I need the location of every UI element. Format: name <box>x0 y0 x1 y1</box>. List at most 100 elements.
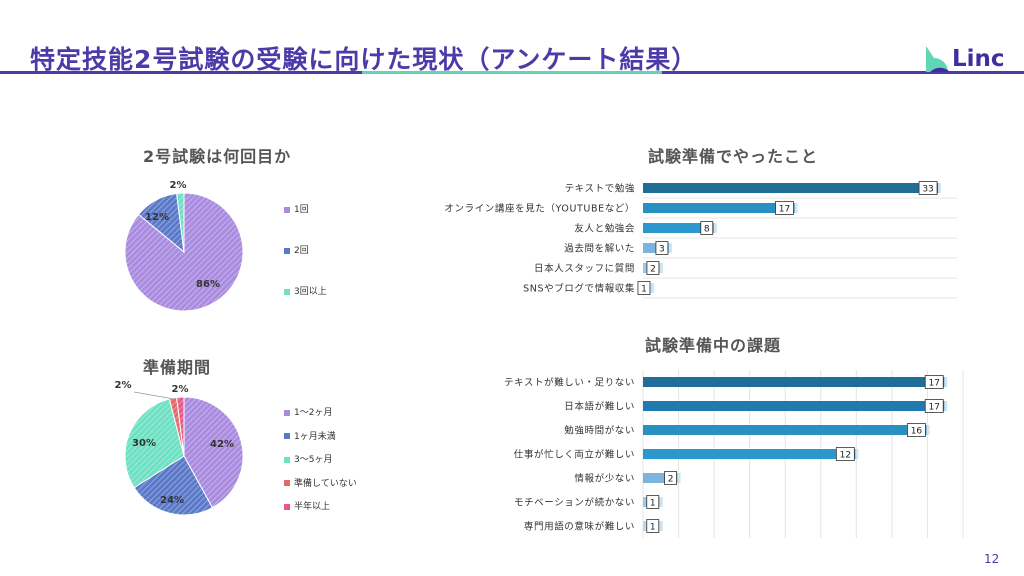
category-label: テキストが難しい・足りない <box>504 377 635 389</box>
category-label: 友人と勉強会 <box>574 223 635 235</box>
bar <box>643 223 715 233</box>
pie-slice <box>168 396 185 457</box>
pie-slice-hatch <box>176 193 184 252</box>
data-label-box <box>655 241 669 255</box>
data-label: 1 <box>641 285 647 295</box>
category-label: オンライン講座を見た（YOUTUBEなど） <box>444 203 635 215</box>
data-label-box <box>907 423 926 437</box>
bar-end-cap <box>794 203 798 213</box>
pie-slice <box>176 192 185 253</box>
data-label-box <box>646 495 660 509</box>
bar-end-cap <box>659 263 663 273</box>
data-label-box <box>700 221 714 235</box>
legend-swatch <box>284 409 290 416</box>
bar-end-cap <box>713 223 717 233</box>
data-label: 12 <box>840 451 851 461</box>
legend-label: 3回以上 <box>294 287 327 297</box>
pie-slice <box>176 396 185 457</box>
page-title: 特定技能2号試験の受験に向けた現状（アンケート結果） <box>30 45 698 74</box>
pie-data-label: 2% <box>115 380 132 391</box>
bar <box>643 521 661 531</box>
pie-slice <box>124 398 185 489</box>
bar <box>643 243 670 253</box>
category-label: SNSやブログで情報収集 <box>523 283 635 295</box>
pie-slice-hatch <box>138 193 184 252</box>
pie-data-label: 12% <box>145 212 169 223</box>
legend-swatch <box>284 480 290 486</box>
legend-label: 半年以上 <box>294 502 331 512</box>
legend-item: 1ヶ月未満 <box>284 429 336 442</box>
legend-item: 準備していない <box>284 476 357 489</box>
category-label: テキストで勉強 <box>565 183 635 195</box>
pie-leader-line <box>133 391 175 400</box>
bar <box>643 263 661 273</box>
pie-data-label: 24% <box>160 495 184 506</box>
data-label: 17 <box>928 379 939 389</box>
bar2-title: 試験準備中の課題 <box>645 336 782 355</box>
data-label-box <box>646 261 660 275</box>
bar-end-cap <box>677 473 681 483</box>
legend-swatch <box>284 503 290 510</box>
category-label: 日本人スタッフに質問 <box>534 263 635 275</box>
legend-item: 2回 <box>284 243 309 256</box>
legend-item: 1回 <box>284 202 309 215</box>
pie-slice <box>183 396 244 509</box>
legend-swatch <box>284 433 290 439</box>
pie-data-label: 2% <box>170 180 187 191</box>
pie2-title: 準備期間 <box>143 358 212 377</box>
legend-label: 3～5ヶ月 <box>294 455 333 465</box>
pie-data-label: 86% <box>196 279 220 290</box>
data-label-box <box>924 375 944 389</box>
pie-data-label: 2% <box>172 384 189 395</box>
legend-label: 1ヶ月未満 <box>294 431 336 442</box>
bar-end-cap <box>659 521 663 531</box>
legend-item: 3～5ヶ月 <box>284 452 332 465</box>
data-label-box <box>835 447 855 461</box>
page-number: 12 <box>984 552 1000 566</box>
data-label: 16 <box>911 427 923 437</box>
data-label: 1 <box>650 523 656 533</box>
category-label: 勉強時間がない <box>564 425 635 437</box>
pie-slice-hatch <box>176 397 184 456</box>
data-label-box <box>924 399 944 413</box>
data-label-box <box>646 519 660 533</box>
pie-slice-hatch <box>184 397 243 508</box>
data-label: 17 <box>928 403 939 413</box>
data-label-box <box>637 281 651 295</box>
pie-slice-hatch <box>125 192 243 311</box>
legend-swatch <box>284 288 290 295</box>
data-label-box <box>918 181 938 195</box>
category-label: 過去問を解いた <box>564 243 635 255</box>
bar <box>643 497 661 507</box>
bar-end-cap <box>938 183 942 193</box>
pie-slice <box>133 455 214 516</box>
category-label: モチベーションが続かない <box>514 497 635 509</box>
data-label: 8 <box>704 225 710 235</box>
bar <box>643 283 652 293</box>
legend-swatch <box>284 247 290 254</box>
bar1-title: 試験準備でやったこと <box>648 147 819 166</box>
bar-end-cap <box>659 497 663 507</box>
data-label: 33 <box>922 185 933 195</box>
linc-logo-icon <box>926 46 950 72</box>
legend-item: 1～2ヶ月 <box>284 405 332 418</box>
data-label: 2 <box>668 475 674 485</box>
bar <box>643 425 928 435</box>
bar <box>643 473 679 483</box>
bar <box>643 401 946 411</box>
category-label: 情報が少ない <box>574 473 635 485</box>
pie-slice <box>124 192 244 312</box>
legend-swatch <box>284 456 290 463</box>
data-label-box <box>775 201 794 215</box>
legend-label: 1回 <box>294 205 309 215</box>
category-label: 日本語が難しい <box>564 401 635 413</box>
bar <box>643 377 946 387</box>
logo-text: Linc <box>952 46 1005 72</box>
data-label: 2 <box>650 265 656 275</box>
bar-end-cap <box>944 401 948 411</box>
legend-item: 半年以上 <box>284 499 330 512</box>
